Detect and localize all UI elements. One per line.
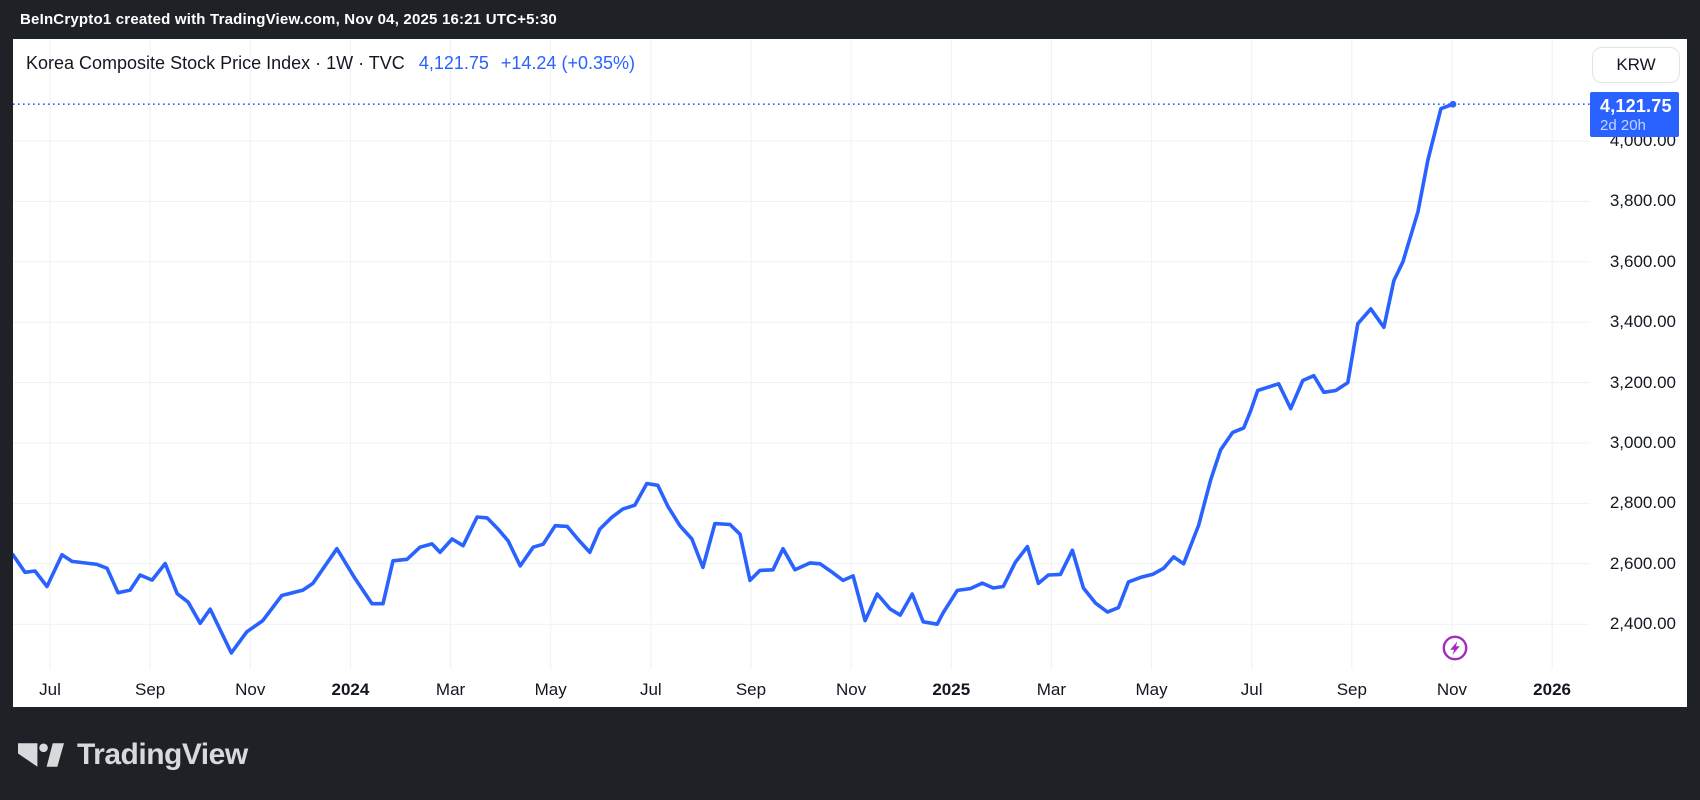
x-axis-label: Jul — [1240, 680, 1263, 699]
y-axis-label: 3,400.00 — [1609, 312, 1676, 332]
chart-panel: Korea Composite Stock Price Index · 1W ·… — [13, 39, 1687, 707]
y-axis-label: 3,200.00 — [1609, 372, 1676, 392]
attribution-bar: BeInCrypto1 created with TradingView.com… — [0, 0, 1700, 39]
y-axis-label: 3,600.00 — [1609, 251, 1676, 271]
x-axis-label: Nov — [1436, 680, 1468, 699]
currency-button[interactable]: KRW — [1592, 47, 1680, 83]
attribution-text: BeInCrypto1 created with TradingView.com… — [20, 11, 557, 28]
y-axis-label: 3,000.00 — [1609, 433, 1676, 452]
badge-countdown: 2d 20h — [1600, 116, 1646, 134]
footer-brand: TradingView — [18, 733, 248, 777]
x-axis-label: Nov — [835, 680, 867, 699]
price-change: +14.24 (+0.35%) — [500, 52, 635, 73]
current-price-badge: 4,121.75 2d 20h — [1590, 92, 1679, 137]
tradingview-wordmark: TradingView — [77, 738, 248, 771]
x-axis-label: Jul — [39, 680, 61, 699]
symbol-quote: 4,121.75 +14.24 (+0.35%) — [419, 53, 635, 74]
symbol-header: Korea Composite Stock Price Index · 1W ·… — [26, 39, 635, 87]
tradingview-logo-icon — [18, 742, 64, 767]
x-axis-label: 2025 — [932, 680, 971, 699]
x-axis-label: Sep — [1336, 680, 1367, 699]
y-axis-label: 3,800.00 — [1609, 191, 1676, 211]
x-axis-label: Sep — [135, 680, 166, 699]
x-axis-label: Jul — [639, 680, 662, 699]
y-axis-label: 2,800.00 — [1609, 493, 1676, 513]
x-axis-label: Sep — [735, 680, 767, 699]
x-axis-label: Mar — [435, 680, 466, 699]
x-axis-label: Nov — [235, 680, 266, 699]
flash-event-marker[interactable] — [1441, 634, 1469, 667]
x-axis-label: 2024 — [331, 680, 370, 699]
price-chart[interactable] — [13, 39, 1687, 707]
x-axis-label: May — [534, 680, 567, 699]
flash-icon — [1442, 635, 1468, 661]
y-axis-label: 2,400.00 — [1609, 614, 1676, 634]
badge-price: 4,121.75 — [1600, 96, 1672, 116]
x-axis-label: 2026 — [1533, 680, 1571, 699]
symbol-title: Korea Composite Stock Price Index · 1W ·… — [26, 52, 405, 73]
y-axis-label: 2,600.00 — [1609, 553, 1676, 573]
x-axis-label: May — [1135, 680, 1168, 699]
x-axis-label: Mar — [1036, 680, 1067, 699]
last-price: 4,121.75 — [418, 52, 489, 73]
currency-label: KRW — [1616, 55, 1656, 74]
